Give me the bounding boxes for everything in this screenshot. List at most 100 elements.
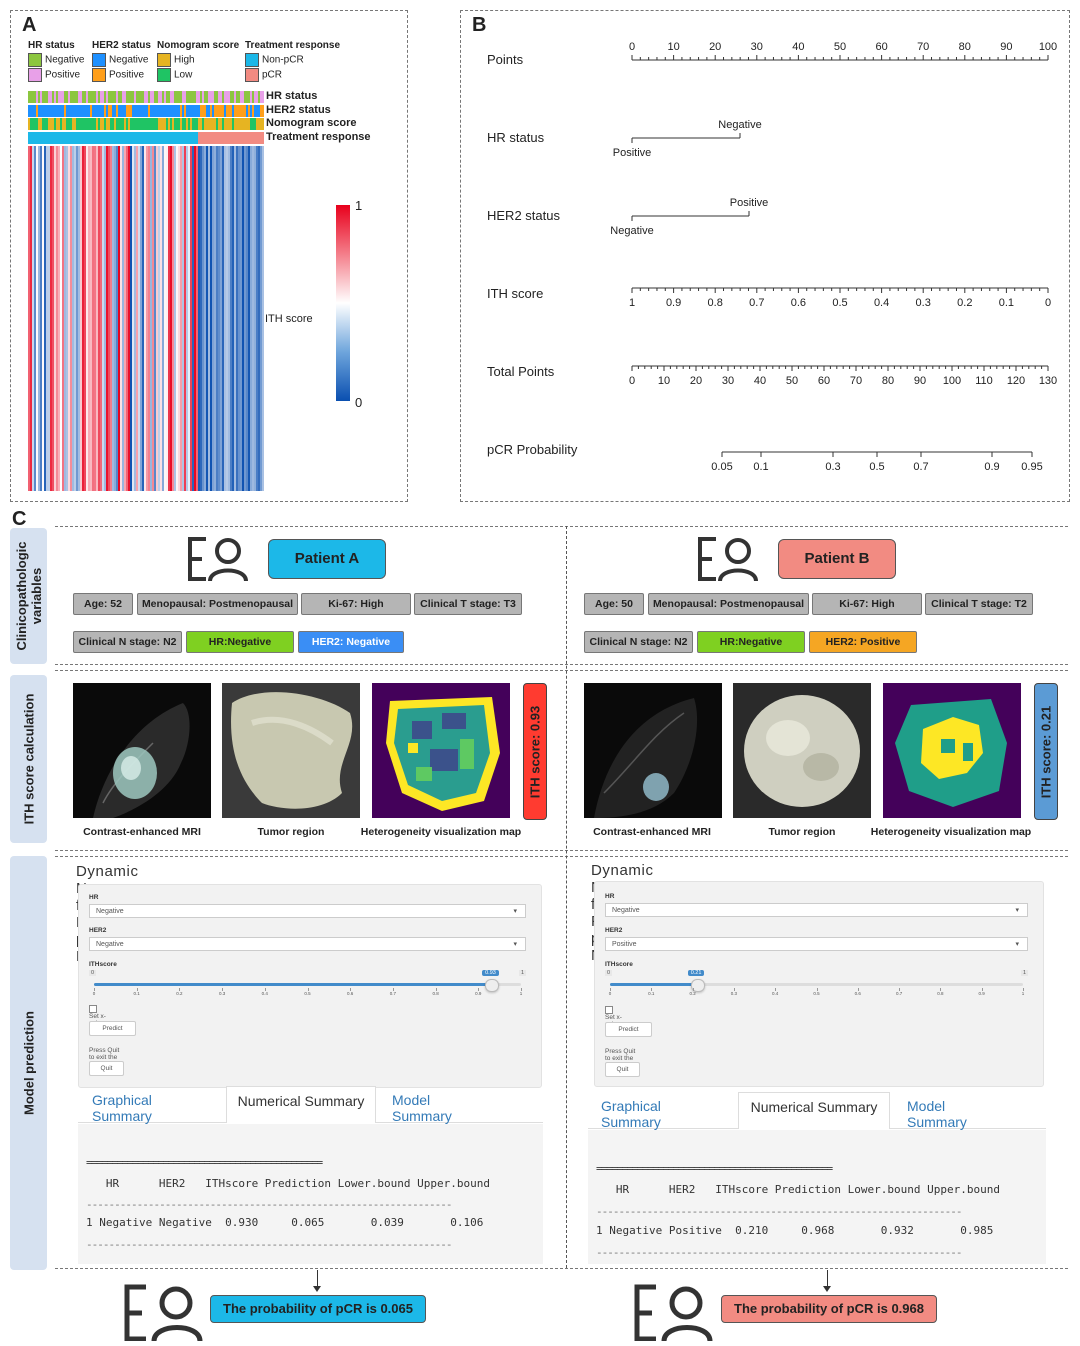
ith-score-badge: ITH score: 0.21 [1034,683,1058,820]
axis-tick-label: 0.95 [1021,461,1042,473]
ithscore-label: ITHscore [89,961,117,968]
axis-tick-label: 130 [1039,375,1057,387]
slider-tick-label: 0.1 [133,991,140,996]
category-label-left: Negative [610,225,653,237]
ithscore-label: ITHscore [605,961,633,968]
slider-tick-label: 0.8 [937,991,944,996]
hr-select[interactable]: Negative ▾ [605,903,1028,917]
track-4 [28,131,264,144]
colorbar-max: 1 [355,198,363,213]
tab-graphical-summary[interactable]: Graphical Summary [601,1098,661,1130]
axis-tick-label: 0.1 [753,461,768,473]
patient-a-button[interactable]: Patient A [268,539,386,579]
tab-numerical-summary[interactable]: Numerical Summary [738,1092,890,1129]
predict-button[interactable]: Predict [89,1021,136,1036]
arrow-head [823,1286,831,1292]
axis-tick-label: 110 [975,375,993,387]
predict-button[interactable]: Predict [605,1022,652,1037]
axis-tick-label: 0 [629,41,635,53]
tag-hr: HR:Negative [697,631,805,653]
slider-tick [692,988,694,991]
hr-select[interactable]: Negative ▾ [89,904,526,918]
tag-ki67: Ki-67: High [301,593,411,615]
axis-tick-label: 0 [1045,297,1051,309]
row-divider [55,850,1068,851]
slider-tick [1023,988,1024,991]
tab-model-summary[interactable]: Model Summary [907,1098,967,1130]
ith-heatmap [28,146,264,491]
axis-tick-label: 0 [629,375,635,387]
slider-tick [264,988,266,991]
tag-age: Age: 50 [584,593,644,615]
axis-tick-label: 40 [792,41,804,53]
slider-fill [610,983,697,986]
table-rule: ========================================… [86,1156,323,1169]
slider-tick-label: 0.2 [689,991,696,996]
her2-select[interactable]: Negative ▾ [89,937,526,951]
caption-mri: Contrast-enhanced MRI [593,826,711,838]
category-label-right: Negative [718,119,761,131]
slider-tick [307,988,309,991]
her2-label: HER2 [605,927,623,934]
axis-tick-label: 0.3 [825,461,840,473]
slider-min-label: 0 [605,970,613,976]
tag-menopausal: Menopausal: Postmenopausal [137,593,298,615]
table-dash: ----------------------------------------… [86,1198,452,1211]
slider-tick [179,988,181,991]
axis-tick-label: 10 [667,41,679,53]
table-header: HR HER2 ITHscore Prediction Lower.bound … [86,1177,490,1190]
ithscore-slider[interactable]: 0 1 0.93 0 0.1 0.2 0.3 0.4 0.5 0.6 0.7 0.8 0.9 1 [89,970,526,1000]
legend-title: Treatment response [245,40,341,51]
table-dash: ----------------------------------------… [596,1246,962,1259]
sidebar-ith-calculation: ITH score calculation [10,675,47,843]
tab-graphical-summary[interactable]: Graphical Summary [92,1092,152,1124]
patient-b-button[interactable]: Patient B [778,539,896,579]
caption-heterogeneity: Heterogeneity visualization map [870,826,1032,838]
quit-button[interactable]: Quit [89,1061,124,1076]
track-label: Nomogram score [266,117,357,130]
legend-item: pCR [245,68,340,83]
axis-tick-label: 1 [629,297,635,309]
row-divider [55,664,1068,665]
annotation-tracks [28,91,264,145]
axis-tick-label: 30 [722,375,734,387]
legend-title: HER2 status [92,40,151,51]
row-divider [55,670,1068,671]
slider-tick [610,988,611,991]
slider-handle[interactable] [690,979,705,992]
legend-item: Low [157,68,239,83]
track-label: HER2 status [266,103,331,116]
slider-tick-label: 0 [92,991,96,996]
tab-numerical-summary[interactable]: Numerical Summary [226,1086,376,1123]
table-rule: ========================================… [596,1162,833,1175]
slider-tick-label: 0.6 [347,991,354,996]
slider-tick-label: 0.5 [813,991,820,996]
slider-value-label: 0.21 [687,970,705,976]
slider-handle[interactable] [485,979,500,992]
axis-tick-label: 0.9 [666,297,681,309]
table-row: 1 Negative Negative 0.930 0.065 0.039 0.… [86,1216,484,1229]
slider-tick-label: 0.2 [176,991,183,996]
nomogram-row-label: HR status [487,130,545,145]
slider-tick [392,988,394,991]
ithscore-slider[interactable]: 0 1 0.21 0 0.1 0.2 0.3 0.4 0.5 0.6 0.7 0.8 0.9 1 [605,970,1028,1000]
slider-tick-label: 0.5 [304,991,311,996]
her2-select[interactable]: Positive ▾ [605,937,1028,951]
sidebar-panel [78,884,542,1088]
heterogeneity-map [883,683,1021,818]
caption-tumor: Tumor region [768,826,836,838]
tag-her2: HER2: Negative [298,631,404,653]
legend-item: Negative [28,53,84,68]
tag-hr: HR:Negative [186,631,294,653]
quit-button[interactable]: Quit [605,1062,640,1077]
axis-tick-label: 80 [882,375,894,387]
axis-tick-label: 0.2 [957,297,972,309]
axis-tick-label: 50 [786,375,798,387]
colorbar [336,205,350,401]
slider-tick-label: 0.3 [218,991,226,996]
patient-icon [634,1284,713,1341]
track-2 [28,104,264,117]
tab-model-summary[interactable]: Model Summary [392,1092,452,1124]
slider-track [610,983,1023,986]
